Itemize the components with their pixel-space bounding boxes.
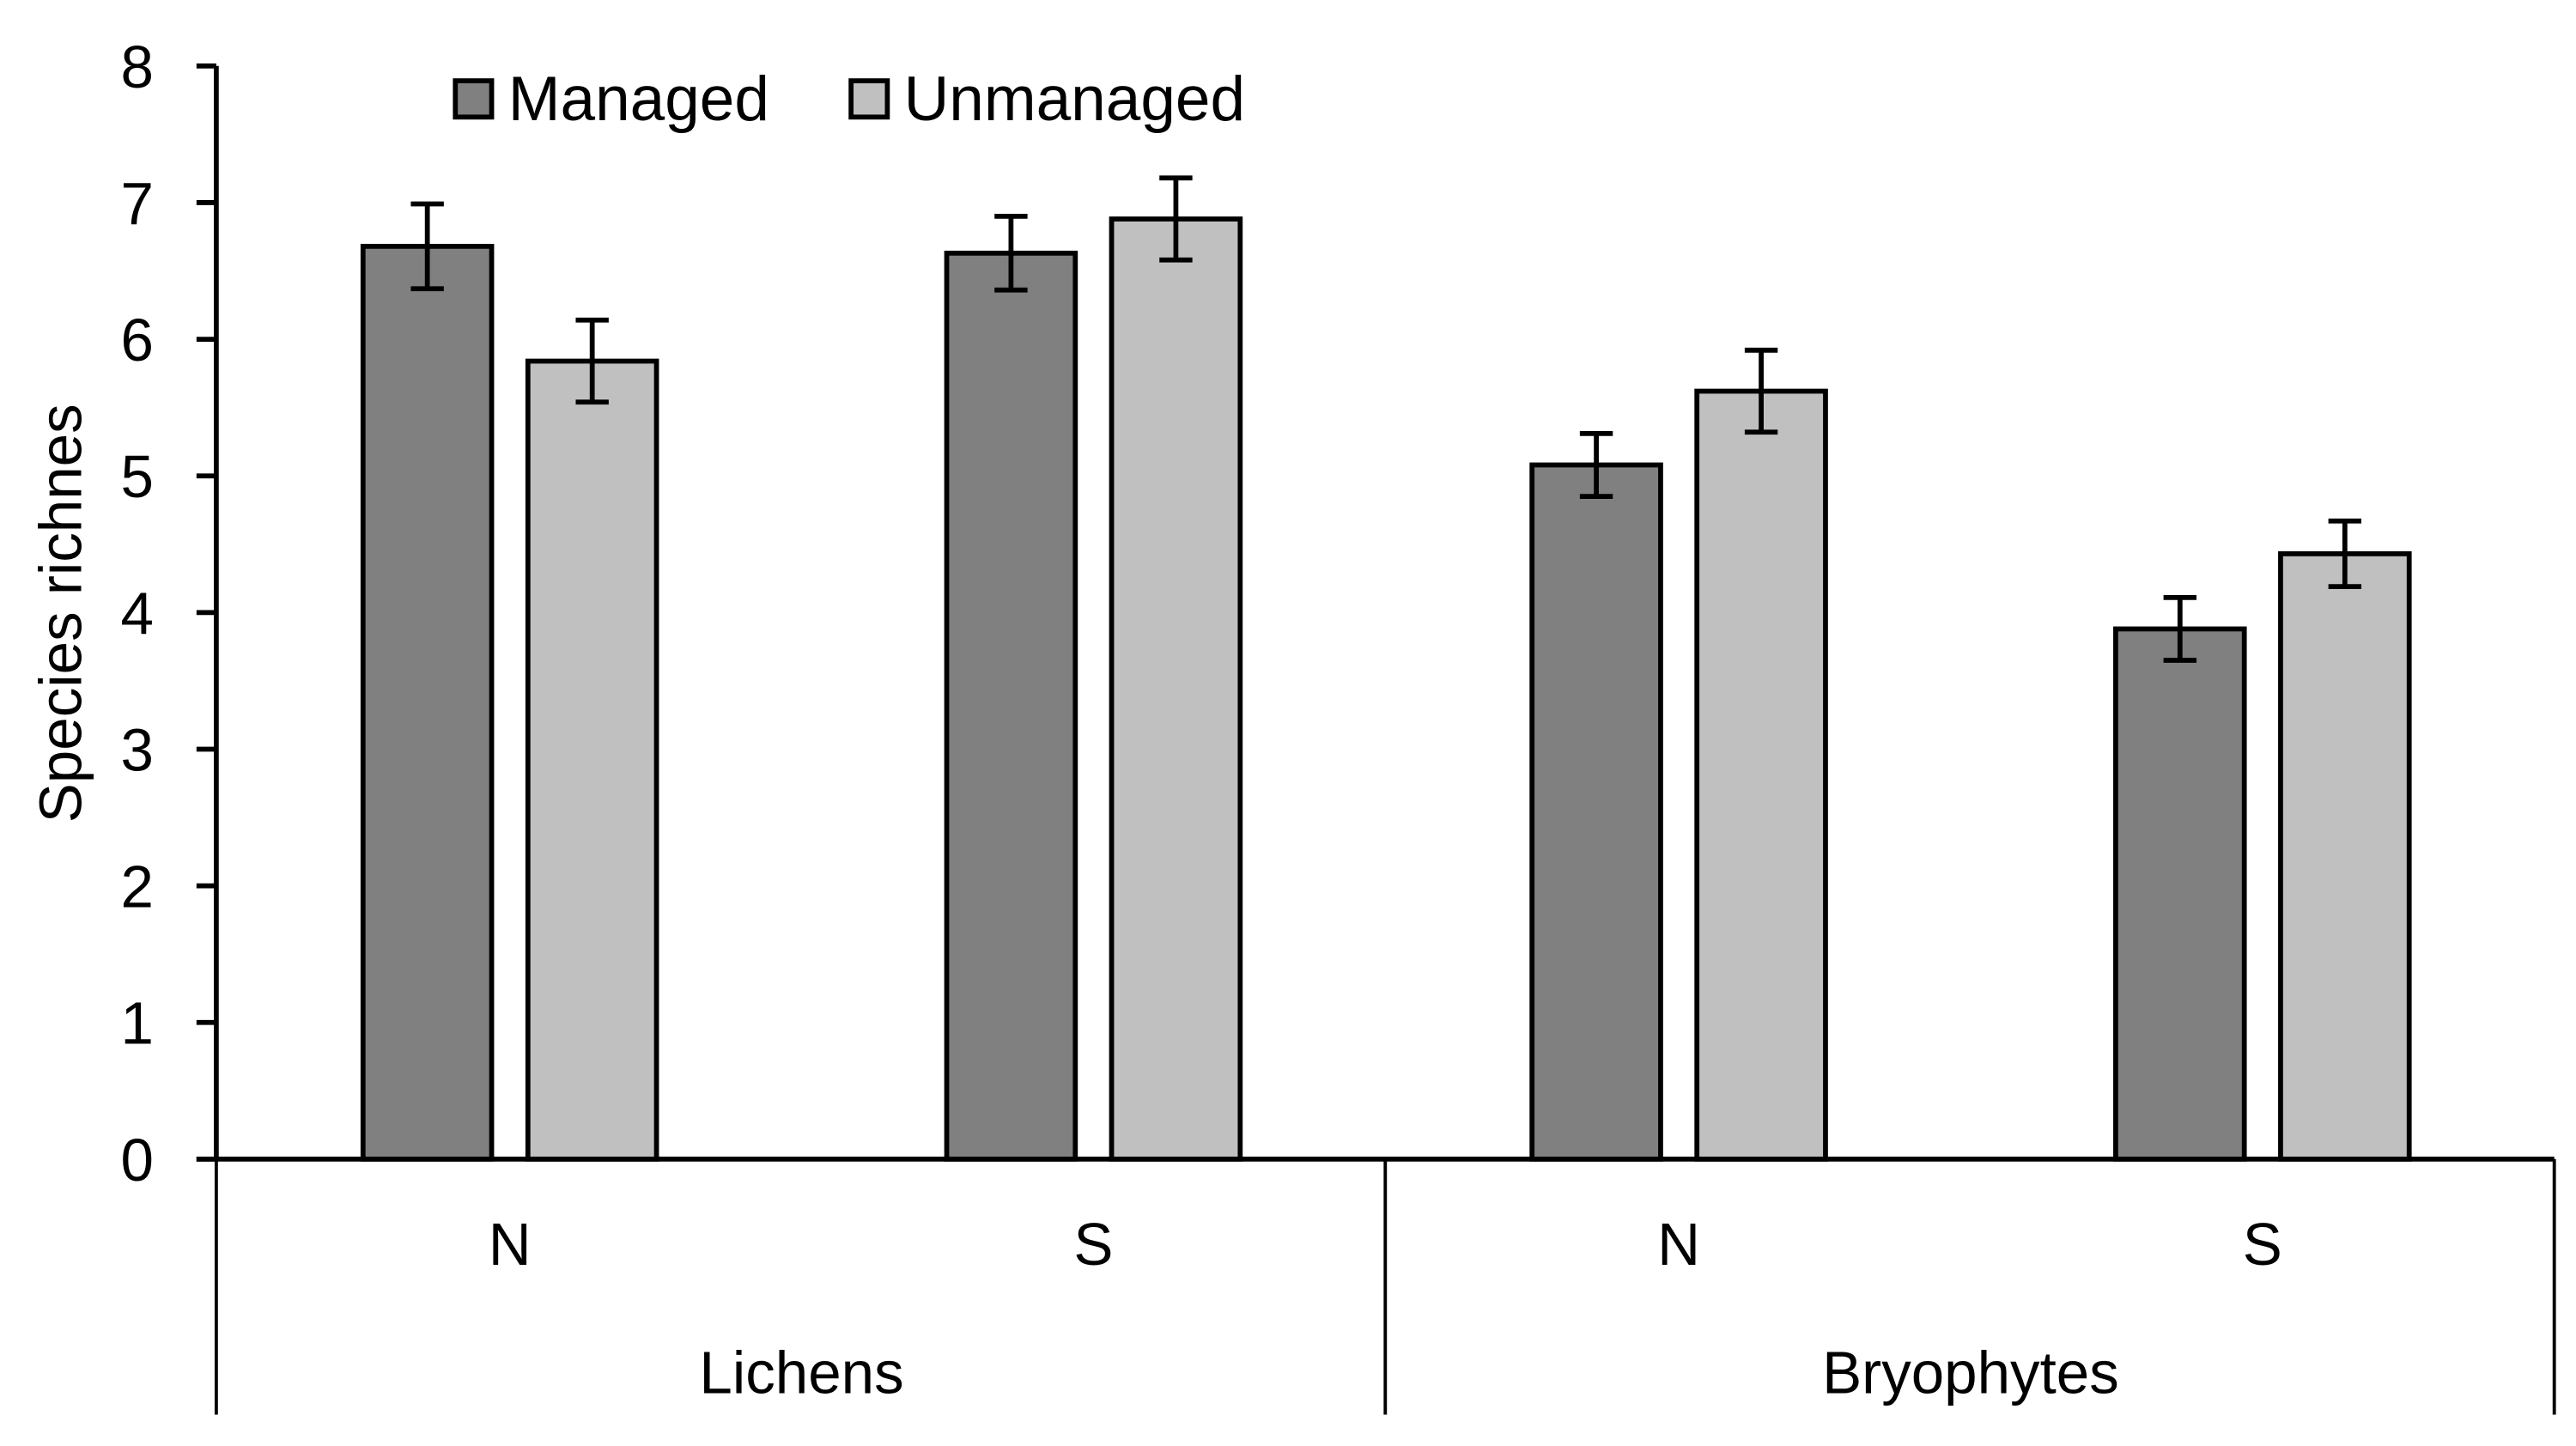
bar-managed: [2113, 594, 2247, 1162]
x-tick-label: S: [1073, 1211, 1113, 1278]
y-axis: 0 1 2 3 4 5 6 7 8: [120, 33, 219, 1194]
legend-label: Unmanaged: [904, 64, 1245, 134]
legend-swatch: [453, 78, 495, 120]
x-tick-label: N: [1657, 1211, 1700, 1278]
bar-unmanaged: [525, 317, 659, 1162]
bar-managed: [1529, 431, 1663, 1162]
legend-label: Managed: [508, 64, 769, 134]
x-tick-label: N: [489, 1211, 532, 1278]
bar-managed: [944, 213, 1078, 1162]
x-axis: N S N S Lichens Bryophytes: [196, 1157, 2556, 1415]
bar-unmanaged: [1694, 347, 1828, 1162]
bar-unmanaged: [2278, 518, 2412, 1162]
x-tick-label: S: [2243, 1211, 2282, 1278]
legend-item-managed: Managed: [453, 64, 769, 134]
y-tick-label: 2: [120, 854, 153, 920]
y-tick-label: 7: [120, 170, 153, 237]
bars: [360, 175, 2412, 1162]
legend-item-unmanaged: Unmanaged: [848, 64, 1245, 134]
y-axis-label: Species richnes: [27, 404, 94, 823]
bar-managed: [360, 201, 495, 1162]
x-group-label: Lichens: [699, 1340, 903, 1407]
y-tick-label: 4: [120, 580, 153, 647]
legend-swatch: [848, 78, 890, 120]
y-tick-label: 6: [120, 307, 153, 374]
y-tick-label: 1: [120, 990, 153, 1057]
y-tick-label: 5: [120, 443, 153, 510]
bar-unmanaged: [1109, 175, 1243, 1162]
y-tick-label: 8: [120, 33, 153, 100]
legend: Managed Unmanaged: [453, 64, 1245, 134]
y-tick-label: 3: [120, 716, 153, 783]
y-tick-label: 0: [120, 1127, 153, 1194]
x-group-label: Bryophytes: [1822, 1340, 2119, 1407]
